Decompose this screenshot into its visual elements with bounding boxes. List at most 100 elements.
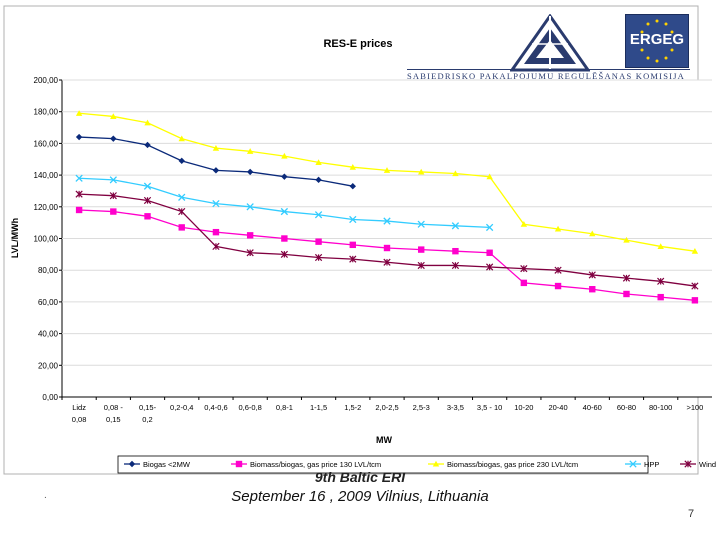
x-tick-label: 0,08 - (104, 403, 124, 412)
series-3-point (212, 144, 220, 151)
x-tick-label: 3-3,5 (447, 403, 464, 412)
series-5-point (314, 253, 323, 262)
series-3-point (349, 163, 356, 170)
series-5-point (451, 261, 460, 270)
series-4-point (178, 193, 186, 201)
series-5-point (178, 207, 186, 216)
series-2-point (144, 213, 151, 220)
y-tick-label: 200,00 (34, 76, 59, 85)
event-date-place: September 16 , 2009 Vilnius, Lithuania (231, 488, 489, 505)
series-3-point (589, 230, 596, 237)
series-1-point (212, 167, 220, 174)
series-4-point (485, 223, 494, 232)
series-1-point (349, 182, 356, 190)
series-4-point (417, 220, 425, 228)
page-number: 7 (688, 508, 695, 520)
x-tick-label: 80-100 (649, 403, 672, 412)
series-2-point (383, 244, 391, 252)
series-4-point (451, 222, 460, 230)
sprk-logo-area (405, 10, 690, 90)
y-tick-label: 40,00 (38, 330, 59, 339)
series-3-point (144, 119, 151, 126)
series-5-point (349, 255, 357, 263)
series-5-point (520, 264, 528, 273)
legend-label-3: Biomass/biogas, gas price 230 LVL/tcm (447, 460, 578, 469)
series-4-point (280, 207, 289, 216)
series-2-point (520, 279, 528, 287)
series-lines (75, 110, 699, 304)
y-tick-labels: 0,00 20,00 40,00 60,00 80,00 100,00 120,00 140,… (34, 76, 59, 402)
series-4-point (212, 199, 220, 208)
x-tick-label: >100 (686, 403, 703, 412)
x-tick-label: 3,5 - 10 (477, 403, 502, 412)
series-3-point (418, 168, 425, 175)
x-tick-label: 40-60 (583, 403, 602, 412)
series-3-point (554, 225, 562, 232)
series-2-point (554, 282, 562, 290)
series-1-point (75, 133, 83, 141)
series-1-point (110, 135, 117, 142)
series-1-point (178, 157, 185, 165)
series-3-point (383, 167, 391, 173)
sprk-logo-icon (510, 14, 590, 72)
series-3-point (520, 221, 528, 227)
series-4-point (75, 174, 83, 182)
legend-label-2: Biomass/biogas, gas price 130 LVL/tcm (250, 460, 381, 469)
series-5-point (691, 282, 699, 290)
x-tick-label: 10-20 (514, 403, 533, 412)
series-3-point (452, 170, 459, 177)
series-5-point (383, 258, 391, 266)
legend-marker-5 (684, 460, 692, 468)
legend-label-4: HPP (644, 460, 659, 469)
series-2-point (349, 241, 356, 249)
series-1-point (246, 168, 254, 176)
x-tick-label: 0,4-0,6 (204, 403, 227, 412)
series-2-point (418, 246, 425, 253)
y-tick-label: 120,00 (34, 203, 59, 212)
series-2-point (178, 224, 185, 231)
x-tick-label: 0,2-0,4 (170, 403, 193, 412)
x-tick-label: 0,8-1 (276, 403, 293, 412)
y-tick-label: 80,00 (38, 266, 59, 275)
series-3-point (75, 110, 83, 116)
legend-marker-4 (629, 460, 637, 468)
y-tick-label: 140,00 (34, 171, 59, 180)
x-tick-label: 2,0-2,5 (375, 403, 398, 412)
series-1-point (281, 173, 288, 180)
series-4-point (314, 211, 323, 219)
legend: Biogas <2MW Biomass/biogas, gas price 130… (124, 460, 716, 469)
series-2-point (246, 232, 254, 239)
y-gridlines (59, 79, 712, 398)
series-5-point (246, 249, 254, 257)
series-5-point (588, 271, 596, 279)
series-2-point (589, 286, 596, 293)
series-3-point (178, 135, 185, 142)
y-tick-label: 60,00 (38, 298, 59, 307)
series-3-point (110, 113, 117, 120)
x-tick-label: 60-80 (617, 403, 636, 412)
legend-marker-3 (432, 460, 440, 467)
series-2-point (110, 208, 117, 215)
regulator-name: SABIEDRISKO PAKALPOJUMU REGULĒŠANAS KOMI… (407, 69, 690, 81)
series-3-point (486, 173, 493, 180)
chart-title: RES-E prices (323, 38, 392, 50)
series-4-point (383, 217, 391, 225)
x-tick-label: 0,6-0,8 (238, 403, 261, 412)
x-tick-labels: Lidz 0,08 0,08 - 0,15 0,15- 0,2 0,2-0,4 0,4-0,6… (61, 397, 703, 424)
y-tick-label: 0,00 (42, 393, 58, 402)
series-5-point (486, 263, 494, 271)
eu-stars-icon (640, 19, 674, 63)
x-tick-label: 2,5-3 (413, 403, 430, 412)
y-axis-label: LVL/MWh (10, 218, 20, 258)
legend-label-1: Biogas <2MW (143, 460, 191, 469)
series-5-point (109, 192, 117, 200)
x-axis-label: MW (376, 435, 392, 445)
series-2-point (452, 247, 459, 255)
series-1-point (315, 176, 322, 184)
series-1-point (144, 141, 151, 149)
series-5-point (622, 274, 631, 282)
x-tick-label: 1,5-2 (344, 403, 361, 412)
x-tick-label: 1-1,5 (310, 403, 327, 412)
series-5-point (280, 250, 288, 258)
y-tick-label: 160,00 (34, 139, 59, 148)
